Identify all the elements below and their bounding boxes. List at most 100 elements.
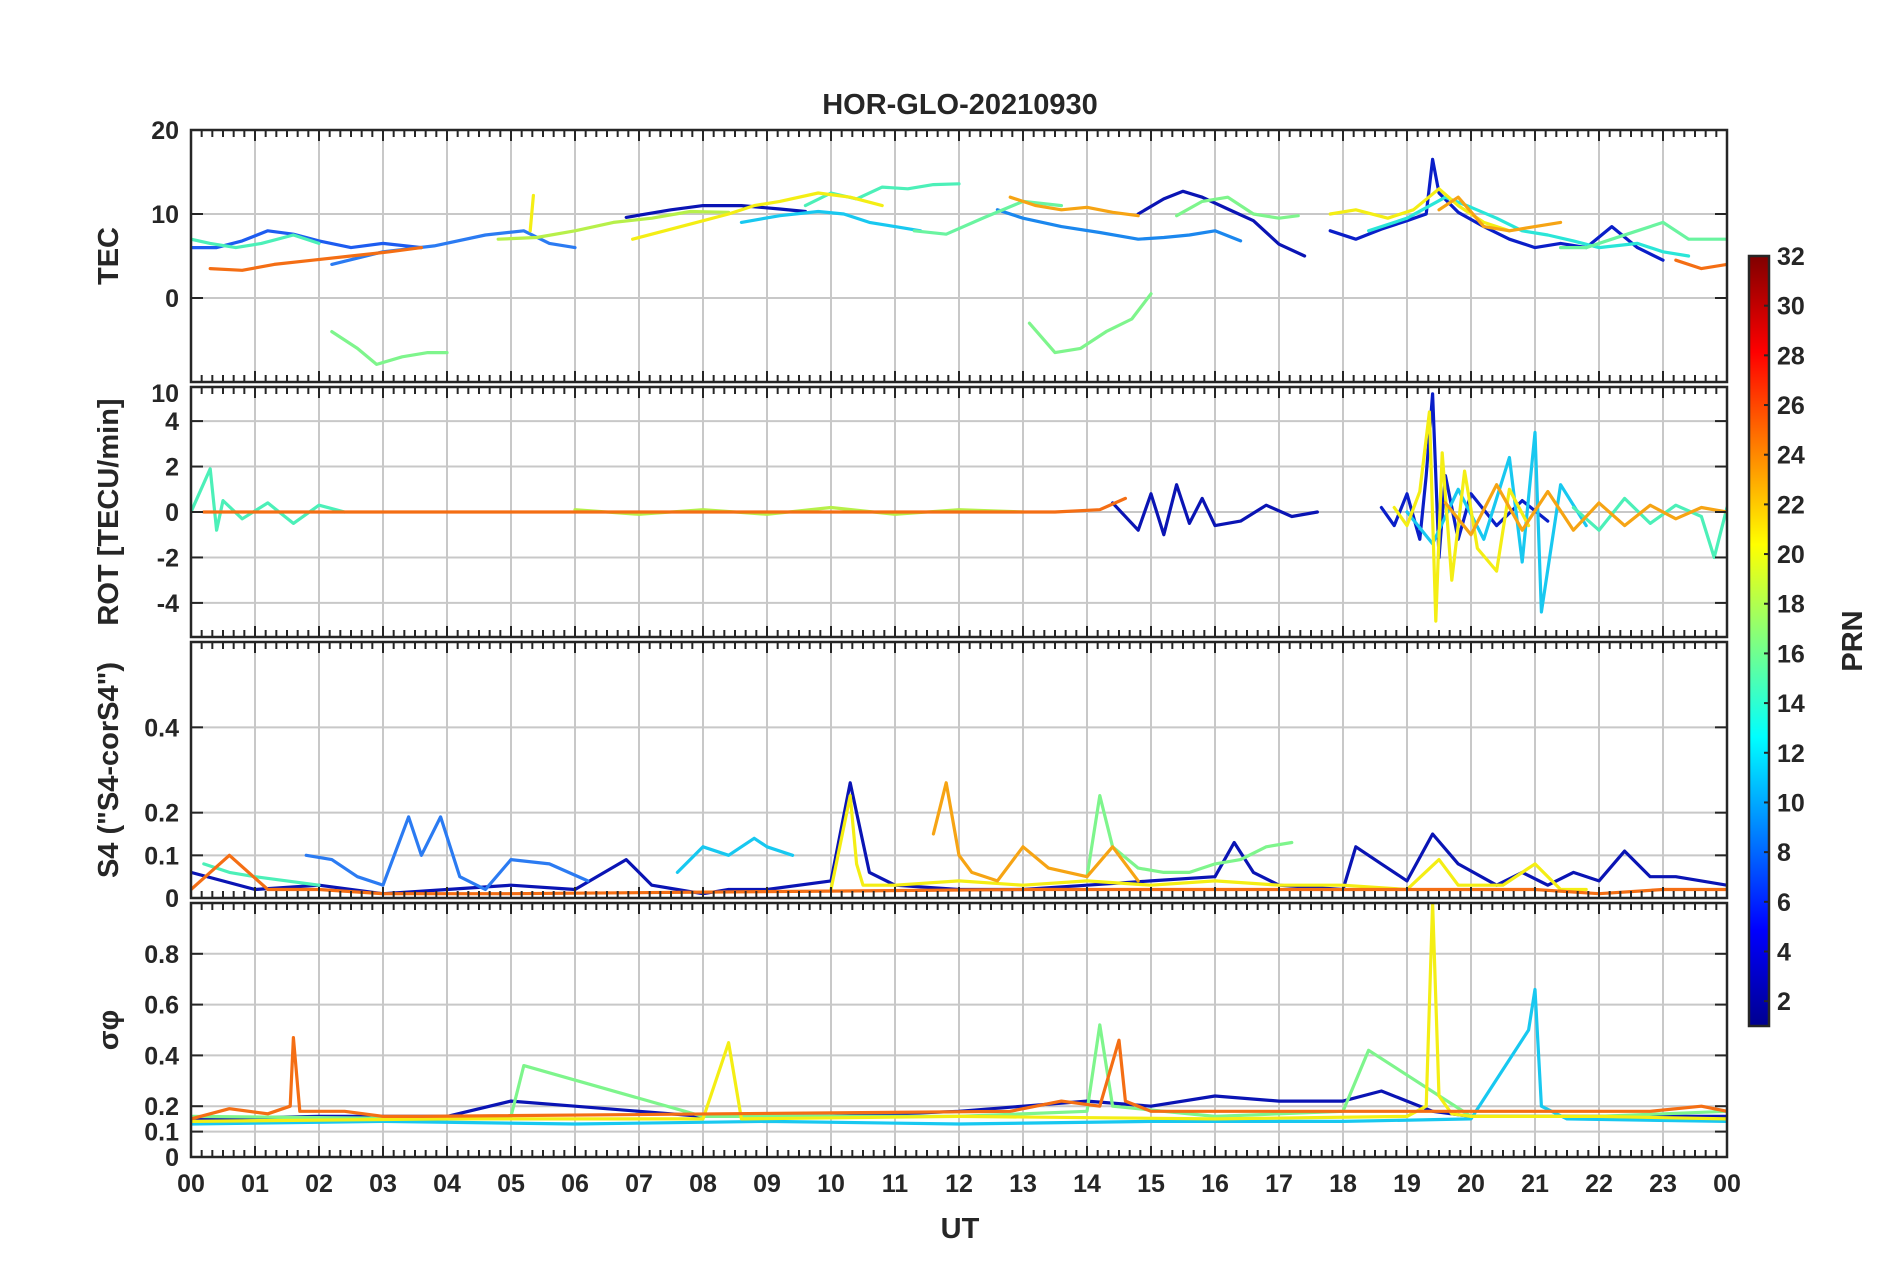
y-tick-label: 2 bbox=[165, 454, 179, 482]
colorbar-tick-label: 28 bbox=[1777, 342, 1805, 370]
colorbar-label: PRN bbox=[1837, 610, 1869, 671]
colorbar-tick-label: 22 bbox=[1777, 491, 1805, 519]
y-tick-label-top: 10 bbox=[151, 380, 179, 408]
colorbar-tick-label: 14 bbox=[1777, 690, 1805, 718]
x-tick-label: 17 bbox=[1265, 1170, 1293, 1198]
axes-frame bbox=[189, 901, 1729, 1159]
series-line-prn-12 bbox=[739, 209, 923, 233]
x-tick-label: 00 bbox=[177, 1170, 205, 1198]
series-line-prn-25 bbox=[202, 496, 1127, 514]
y-tick-label: 0.2 bbox=[144, 1093, 179, 1121]
x-tick-label: 19 bbox=[1393, 1170, 1421, 1198]
series-line-prn-2 bbox=[1136, 189, 1307, 258]
axes-frame bbox=[189, 128, 1729, 384]
series-line-prn-12 bbox=[675, 836, 795, 874]
colorbar-tick-label: 12 bbox=[1777, 740, 1805, 768]
x-axis-ticks: 00 01 02 03 04 05 06 07 08 09 10 11 12 13 14 15 16 17 18 19… bbox=[177, 1170, 1741, 1198]
colorbar-tick-label: 26 bbox=[1777, 392, 1805, 420]
series-line-prn-20 bbox=[528, 193, 535, 233]
chart-title: HOR-GLO-20210930 bbox=[822, 89, 1098, 121]
series-line-prn-15 bbox=[912, 199, 1063, 236]
y-tick-label: 0.1 bbox=[144, 842, 179, 870]
series-line-prn-3 bbox=[1328, 157, 1665, 262]
y-tick-label: 0.2 bbox=[144, 800, 179, 828]
x-tick-label: 22 bbox=[1585, 1170, 1613, 1198]
series-line-prn-16 bbox=[330, 330, 449, 366]
series-line-prn-25 bbox=[208, 246, 423, 272]
series-line-prn-14 bbox=[191, 467, 347, 532]
colorbar-frame bbox=[1747, 254, 1771, 1028]
series-line-prn-2 bbox=[624, 204, 807, 219]
y-tick-label: 0 bbox=[165, 285, 179, 313]
y-tick-label: 10 bbox=[151, 201, 179, 229]
series-line-prn-25 bbox=[191, 1036, 1727, 1121]
x-tick-label: 10 bbox=[817, 1170, 845, 1198]
series-line-prn-2 bbox=[191, 781, 1727, 896]
y-axis-label: TEC bbox=[93, 227, 125, 285]
y-tick-label: 0.4 bbox=[144, 1042, 179, 1070]
series-line-prn-8 bbox=[304, 815, 590, 892]
series-line-prn-14 bbox=[1571, 496, 1727, 560]
y-tick-label: 0.8 bbox=[144, 941, 179, 969]
panel-4: 00.10.2 0.4 0.6 0.8 σφ bbox=[93, 901, 1729, 1172]
y-tick-label: 0.6 bbox=[144, 992, 179, 1020]
axes-frame bbox=[189, 385, 1729, 639]
x-tick-label: 02 bbox=[305, 1170, 333, 1198]
colorbar-tick-label: 18 bbox=[1777, 591, 1805, 619]
series-line-prn-20 bbox=[191, 903, 1727, 1123]
y-tick-label: 0.1 bbox=[144, 1119, 179, 1147]
series-group bbox=[191, 392, 1727, 623]
colorbar-tick-label: 10 bbox=[1777, 789, 1805, 817]
series-line-prn-9 bbox=[995, 208, 1243, 243]
series-line-prn-16 bbox=[1085, 794, 1294, 879]
series-line-prn-12 bbox=[191, 987, 1727, 1126]
x-tick-label: 18 bbox=[1329, 1170, 1357, 1198]
x-tick-label: 06 bbox=[561, 1170, 589, 1198]
y-tick-label: -2 bbox=[157, 544, 179, 572]
x-tick-label: 09 bbox=[753, 1170, 781, 1198]
y-axis-label: ROT [TECU/min] bbox=[93, 398, 125, 625]
x-tick-label: 07 bbox=[625, 1170, 653, 1198]
x-tick-label: 16 bbox=[1201, 1170, 1229, 1198]
x-tick-label: 21 bbox=[1521, 1170, 1549, 1198]
colorbar-tick-label: 8 bbox=[1777, 839, 1791, 867]
series-group bbox=[191, 903, 1727, 1126]
panel-3: 0 0.1 0.2 0.4 S4 ("S4-corS4") bbox=[93, 640, 1729, 913]
series-line-prn-23 bbox=[1008, 195, 1140, 218]
y-tick-label: 4 bbox=[165, 408, 179, 436]
y-tick-label: 0.4 bbox=[144, 714, 179, 742]
series-group bbox=[191, 157, 1727, 366]
series-line-prn-16 bbox=[1175, 195, 1300, 220]
series-line-prn-16 bbox=[191, 1023, 1727, 1121]
x-tick-label: 08 bbox=[689, 1170, 717, 1198]
series-line-prn-14 bbox=[191, 233, 321, 250]
y-axis-label: σφ bbox=[93, 1010, 125, 1051]
series-line-prn-15 bbox=[1559, 220, 1727, 250]
panel-1: 0 10 20 TEC bbox=[93, 117, 1729, 384]
x-axis-label: UT bbox=[941, 1213, 980, 1245]
x-tick-label: 23 bbox=[1649, 1170, 1677, 1198]
series-line-prn-20 bbox=[829, 794, 1588, 892]
x-tick-label: 05 bbox=[497, 1170, 525, 1198]
y-axis-label: S4 ("S4-corS4") bbox=[93, 662, 125, 878]
colorbar-tick-label: 2 bbox=[1777, 988, 1791, 1016]
series-line-prn-25 bbox=[1674, 258, 1727, 271]
series-line-prn-14 bbox=[803, 182, 961, 208]
series-line-prn-23 bbox=[1437, 195, 1563, 233]
colorbar-tick-label: 30 bbox=[1777, 293, 1805, 321]
series-line-prn-23 bbox=[931, 781, 1140, 883]
y-tick-label: -4 bbox=[157, 590, 179, 618]
colorbar-gradient bbox=[1749, 256, 1769, 1026]
series-line-prn-18 bbox=[496, 209, 731, 241]
y-tick-label: 20 bbox=[151, 117, 179, 145]
x-tick-label: 11 bbox=[882, 1170, 909, 1198]
x-tick-label: 12 bbox=[945, 1170, 973, 1198]
x-tick-label: 01 bbox=[241, 1170, 269, 1198]
x-tick-label: 00 bbox=[1713, 1170, 1741, 1198]
y-tick-label: 0 bbox=[165, 885, 179, 913]
x-tick-label: 14 bbox=[1073, 1170, 1101, 1198]
colorbar-tick-label: 32 bbox=[1777, 243, 1805, 271]
